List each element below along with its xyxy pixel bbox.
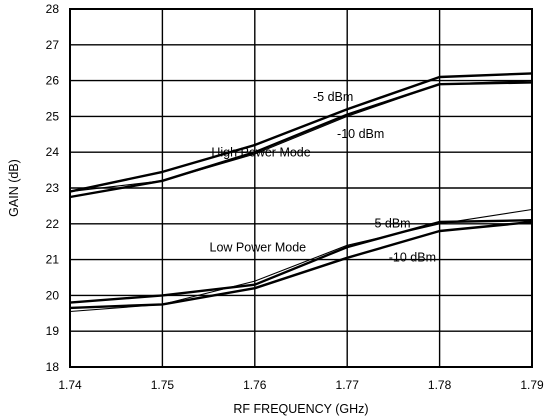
plot-frame bbox=[69, 8, 533, 368]
x-tick-label: 1.77 bbox=[336, 378, 360, 392]
annotation-label: -5 dBm bbox=[370, 216, 410, 230]
y-tick-label: 18 bbox=[46, 360, 60, 374]
y-tick-label: 19 bbox=[46, 324, 60, 338]
x-tick-label: 1.76 bbox=[243, 378, 267, 392]
grid bbox=[69, 8, 533, 368]
y-axis-label: GAIN (dB) bbox=[7, 159, 21, 217]
y-tick-label: 23 bbox=[46, 181, 60, 195]
y-tick-label: 24 bbox=[46, 145, 60, 159]
x-tick-label: 1.74 bbox=[58, 378, 82, 392]
annotation-label: -5 dBm bbox=[313, 90, 353, 104]
y-tick-label: 27 bbox=[46, 38, 60, 52]
series-lines bbox=[69, 72, 533, 313]
annotations: High Power Mode -5 dBm -10 dBm Low Power Mo… bbox=[210, 90, 437, 264]
tick-labels: 18 19 20 21 22 23 24 25 26 27 28 1.74 1.75 1.76 1.77 1.… bbox=[46, 2, 544, 392]
series-line-4 bbox=[69, 219, 533, 304]
series-line-2 bbox=[69, 81, 533, 199]
x-tick-label: 1.75 bbox=[151, 378, 175, 392]
y-tick-label: 20 bbox=[46, 288, 60, 302]
series-line-5 bbox=[69, 220, 533, 310]
y-tick-label: 22 bbox=[46, 217, 60, 231]
series-line-1 bbox=[69, 80, 533, 193]
annotation-label: -10 dBm bbox=[389, 250, 436, 264]
y-tick-label: 26 bbox=[46, 74, 60, 88]
annotation-label: -10 dBm bbox=[337, 127, 384, 141]
x-tick-label: 1.79 bbox=[520, 378, 544, 392]
y-tick-label: 28 bbox=[46, 2, 60, 16]
annotation-label: Low Power Mode bbox=[210, 240, 307, 254]
x-axis-label: RF FREQUENCY (GHz) bbox=[233, 402, 368, 416]
y-tick-label: 25 bbox=[46, 109, 60, 123]
series-line-0 bbox=[69, 72, 533, 193]
y-tick-label: 21 bbox=[46, 253, 60, 267]
annotation-label: High Power Mode bbox=[211, 145, 310, 159]
x-tick-label: 1.78 bbox=[428, 378, 452, 392]
